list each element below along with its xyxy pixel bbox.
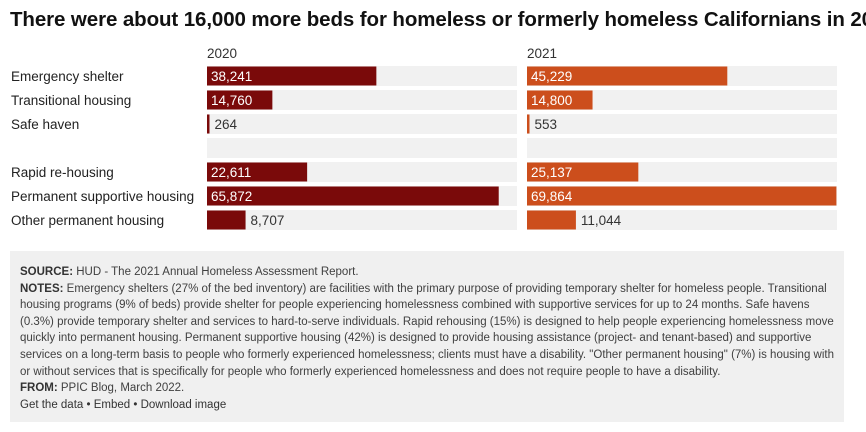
bar <box>527 210 576 230</box>
bar-track <box>207 114 517 134</box>
category-label: Other permanent housing <box>11 213 164 228</box>
bar <box>527 114 530 134</box>
notes-block: NOTES: Emergency shelters (27% of the be… <box>20 281 836 381</box>
chart-footer: SOURCE: HUD - The 2021 Annual Homeless A… <box>10 251 844 422</box>
bar-track <box>527 138 837 158</box>
source-text: HUD - The 2021 Annual Homeless Assessmen… <box>73 266 359 278</box>
bar-value-label: 69,864 <box>531 189 573 204</box>
bar-track <box>207 210 517 230</box>
bar <box>207 162 308 182</box>
chart-title: There were about 16,000 more beds for ho… <box>10 8 866 31</box>
link-separator: • <box>130 398 141 411</box>
source-line: SOURCE: HUD - The 2021 Annual Homeless A… <box>20 264 836 281</box>
category-label: Emergency shelter <box>11 69 124 84</box>
bar-value-label: 264 <box>215 117 238 132</box>
embed-link[interactable]: Embed <box>93 398 131 411</box>
bar-value-label: 25,137 <box>531 165 572 180</box>
bar-value-label: 11,044 <box>581 213 622 228</box>
panel-title: 2020 <box>207 46 237 61</box>
bar-value-label: 45,229 <box>531 69 572 84</box>
bar-track <box>207 138 517 158</box>
from-text: PPIC Blog, March 2022. <box>57 382 185 395</box>
bar-value-label: 22,611 <box>211 165 251 180</box>
bar <box>207 186 499 206</box>
bar <box>527 66 728 86</box>
category-label: Permanent supportive housing <box>11 189 194 204</box>
bar-value-label: 65,872 <box>211 189 252 204</box>
bar <box>207 210 246 230</box>
bar <box>207 114 210 134</box>
notes-label: NOTES: <box>20 282 64 295</box>
bar-value-label: 8,707 <box>251 213 285 228</box>
link-separator: • <box>83 398 94 411</box>
source-label: SOURCE: <box>20 266 74 278</box>
category-label: Transitional housing <box>11 93 131 108</box>
bar-value-label: 553 <box>535 117 558 132</box>
bar <box>527 162 639 182</box>
from-label: FROM: <box>20 382 58 395</box>
panel-title: 2021 <box>527 46 557 61</box>
bar-track <box>527 114 837 134</box>
bar-track <box>527 90 837 110</box>
bar-value-label: 14,800 <box>531 93 572 108</box>
footer-links: Get the data • Embed • Download image <box>20 397 836 414</box>
category-label: Safe haven <box>11 117 79 132</box>
bar-value-label: 38,241 <box>211 69 252 84</box>
bar <box>527 186 837 206</box>
notes-text: Emergency shelters (27% of the bed inven… <box>20 282 834 378</box>
bar-track <box>207 90 517 110</box>
bar <box>207 66 377 86</box>
category-label: Rapid re-housing <box>11 165 114 180</box>
bar-track <box>527 210 837 230</box>
bar <box>207 90 273 110</box>
get-data-link[interactable]: Get the data <box>20 398 84 411</box>
download-image-link[interactable]: Download image <box>140 398 227 411</box>
bar <box>527 90 593 110</box>
bar-value-label: 14,760 <box>211 93 252 108</box>
bar-chart: Emergency shelter Transitional housing Saf… <box>11 46 837 230</box>
from-line: FROM: PPIC Blog, March 2022. <box>20 380 836 397</box>
